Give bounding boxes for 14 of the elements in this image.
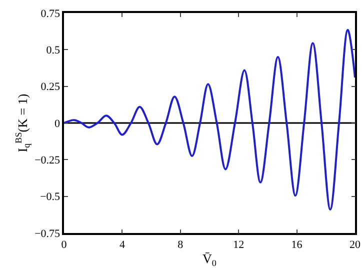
x-axis-title: V̄$_{0}$ xyxy=(202,251,217,268)
y-tick-label: −0.25 xyxy=(34,154,61,167)
y-tick-label: 0 xyxy=(54,118,61,130)
line-series xyxy=(64,28,355,211)
y-tick-label: −0.5 xyxy=(40,191,61,204)
y-tick-label: −0.75 xyxy=(34,228,61,240)
x-tick-label: 8 xyxy=(178,238,184,251)
y-tick-label: 0.25 xyxy=(40,81,61,94)
x-tick-label: 20 xyxy=(350,238,361,251)
x-tick-label: 4 xyxy=(119,238,126,251)
y-tick-label: 0.5 xyxy=(46,44,61,57)
x-tick-label: 16 xyxy=(291,238,303,251)
x-tick-label: 12 xyxy=(233,238,244,251)
y-tick-label: 0.75 xyxy=(40,8,61,20)
